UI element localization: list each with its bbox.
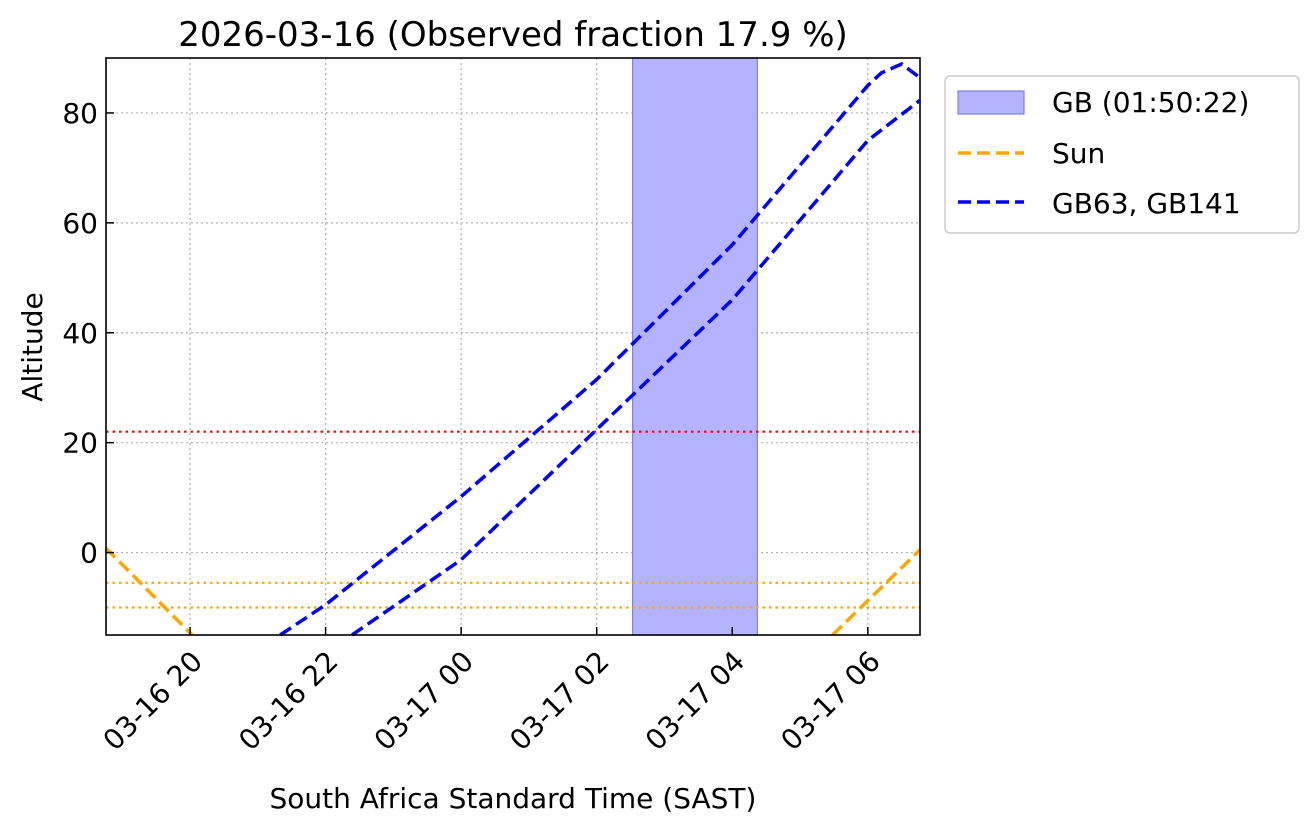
y-tick-label: 60 [62, 207, 98, 240]
x-tick-label: 03-16 22 [232, 645, 344, 757]
ticks: 03-16 20 03-16 22 03-17 00 03-17 02 03-17 04… [62, 97, 886, 757]
legend: GB (01:50:22) Sun GB63, GB141 [944, 75, 1300, 234]
y-tick-label: 80 [62, 97, 98, 130]
x-tick-label: 03-17 04 [639, 645, 751, 757]
series-line-sun [831, 548, 922, 637]
legend-label-gb: GB63, GB141 [1052, 187, 1241, 220]
grid [106, 58, 920, 635]
y-tick-label: 0 [80, 537, 98, 570]
legend-swatch-gb-span [957, 90, 1025, 115]
y-axis-label: Altitude [16, 292, 49, 401]
x-tick-label: 03-17 00 [368, 645, 480, 757]
observation-span [632, 57, 758, 636]
series-lines [104, 62, 922, 637]
x-tick-label: 03-16 20 [97, 645, 209, 757]
legend-label-sun: Sun [1052, 137, 1105, 170]
gb-observation-span [632, 57, 758, 636]
x-tick-label: 03-17 02 [503, 645, 615, 757]
series-line-gb63 [279, 62, 922, 637]
x-axis-label: South Africa Standard Time (SAST) [270, 782, 757, 815]
limit-lines [106, 430, 920, 609]
legend-label-gb-span: GB (01:50:22) [1052, 86, 1249, 119]
y-tick-label: 20 [62, 427, 98, 460]
y-tick-label: 40 [62, 317, 98, 350]
series-line-gb141 [351, 98, 922, 637]
chart-title: 2026-03-16 (Observed fraction 17.9 %) [178, 15, 848, 55]
series-line-sun [104, 546, 194, 637]
plot-frame [105, 57, 921, 636]
x-tick-label: 03-17 06 [774, 645, 886, 757]
